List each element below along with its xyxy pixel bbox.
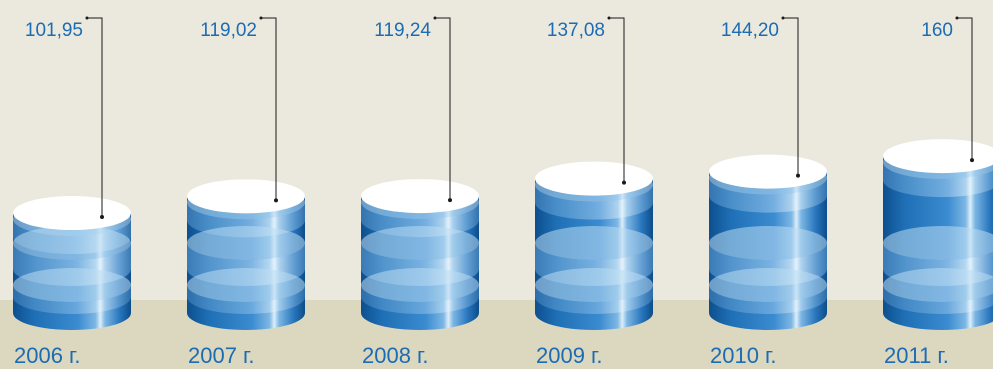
- cylinder-band: [709, 177, 827, 213]
- leader-line: [87, 17, 103, 218]
- cylinder-band-edge: [883, 226, 993, 260]
- cylinder-bar: [535, 161, 653, 330]
- leader-dot: [970, 158, 974, 163]
- background-upper: [0, 0, 993, 300]
- cylinder-top-cap: [883, 139, 993, 174]
- data-label: 119,02: [200, 20, 257, 41]
- x-tick-label: 2007 г.: [188, 343, 255, 368]
- cylinder-band: [13, 285, 131, 314]
- x-tick-label: 2009 г.: [536, 343, 603, 368]
- leader-line: [609, 17, 625, 183]
- cylinder-bar: [709, 154, 827, 330]
- leader-dot: [622, 180, 626, 185]
- cylinder-band-edge: [709, 226, 827, 260]
- cylinder-band-edge: [535, 268, 653, 302]
- data-label: 144,20: [721, 20, 779, 41]
- cylinder-band-edge: [361, 268, 479, 302]
- leader-dot: [259, 16, 263, 20]
- cylinder-band: [535, 184, 653, 220]
- cylinder-band: [883, 285, 993, 314]
- cylinder-band-edge: [709, 268, 827, 302]
- leader-line: [435, 17, 451, 201]
- data-label: 119,24: [374, 20, 431, 41]
- x-tick-label: 2010 г.: [710, 343, 777, 368]
- cylinder-band: [883, 162, 993, 198]
- leader-dot: [796, 173, 800, 178]
- x-tick-label: 2008 г.: [362, 343, 429, 368]
- cylinder-band-edge: [883, 268, 993, 302]
- leader-dot: [100, 215, 104, 220]
- leader-dot: [433, 16, 437, 20]
- leader-line: [261, 17, 277, 201]
- cylinder-band: [187, 285, 305, 314]
- cylinder-band: [361, 285, 479, 314]
- cylinder-bar: [13, 196, 131, 330]
- leader-dot: [85, 16, 89, 20]
- leader-dot: [607, 16, 611, 20]
- leader-dot: [955, 16, 959, 20]
- background-lower: [0, 300, 993, 369]
- cylinder-top-cap: [361, 179, 479, 214]
- cylinder-band: [709, 285, 827, 314]
- data-label: 160: [921, 20, 953, 41]
- leader-line: [957, 17, 973, 161]
- cylinder-top-cap: [709, 154, 827, 189]
- x-tick-label: 2011 г.: [884, 343, 949, 368]
- cylinder-bar: [361, 179, 479, 330]
- cylinder-top-cap: [187, 179, 305, 214]
- leader-dot: [781, 16, 785, 20]
- cylinder-top-cap: [13, 196, 131, 231]
- data-label: 137,08: [547, 20, 605, 41]
- cylinder-band-edge: [535, 226, 653, 260]
- cylinder-top-cap: [535, 161, 653, 196]
- leader-dot: [448, 198, 452, 203]
- cylinder-bar: [883, 139, 993, 330]
- cylinder-band-edge: [13, 268, 131, 302]
- cylinder-band-edge: [187, 268, 305, 302]
- labels-layer: 101,95 2006 г. 119,02 2007 г. 119,24 2008 г. 1…: [14, 16, 974, 368]
- bars-layer: [13, 139, 993, 330]
- x-tick-label: 2006 г.: [14, 343, 81, 368]
- cylinder-bar: [187, 179, 305, 330]
- leader-line: [783, 17, 799, 176]
- cylinder-band: [535, 285, 653, 314]
- cylinder-band-edge: [13, 226, 131, 260]
- cylinder-band-edge: [187, 226, 305, 260]
- cylinder-band-edge: [361, 226, 479, 260]
- data-label: 101,95: [25, 20, 83, 41]
- leader-dot: [274, 198, 278, 203]
